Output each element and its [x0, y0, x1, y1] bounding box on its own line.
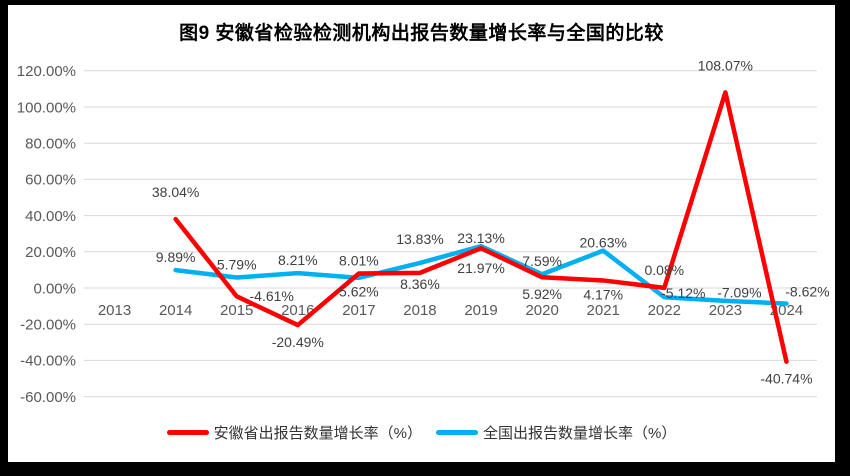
anhui-series-label: 安徽省出报告数量增长率（%） — [213, 425, 422, 442]
chart-legend: 安徽省出报告数量增长率（%） 全国出报告数量增长率（%） — [8, 422, 835, 443]
x-axis-category-label: 2015 — [220, 302, 253, 319]
x-axis-category-label: 2022 — [648, 302, 681, 319]
data-label: 5.79% — [217, 256, 257, 272]
y-axis-tick-label: -60.00% — [20, 389, 76, 406]
national-series-line-swatch — [436, 430, 478, 435]
data-label: 7.59% — [522, 253, 562, 269]
legend-item-national: 全国出报告数量增长率（%） — [436, 422, 676, 443]
data-label: 4.17% — [583, 286, 623, 302]
y-axis-tick-label: 20.00% — [25, 244, 76, 261]
data-label: 38.04% — [152, 184, 199, 200]
data-label: 0.08% — [644, 262, 684, 278]
x-axis-category-label: 2020 — [525, 302, 558, 319]
x-axis-category-label: 2016 — [281, 302, 314, 319]
data-label: 5.62% — [339, 284, 379, 300]
data-label: -7.09% — [717, 285, 761, 301]
x-axis-category-label: 2017 — [342, 302, 375, 319]
chart-canvas — [8, 5, 835, 462]
series-line — [173, 90, 789, 364]
y-axis-tick-label: 40.00% — [25, 208, 76, 225]
data-label: 5.92% — [522, 286, 562, 302]
anhui-series-line-swatch — [166, 430, 209, 435]
x-axis-category-label: 2023 — [709, 302, 742, 319]
y-axis-tick-label: 60.00% — [25, 172, 76, 189]
y-axis-tick-label: -40.00% — [20, 353, 76, 370]
data-label: -5.12% — [661, 285, 705, 301]
y-axis-tick-label: 0.00% — [33, 280, 76, 297]
data-label: 8.36% — [400, 276, 440, 292]
data-label: -4.61% — [250, 288, 294, 304]
y-axis-tick-label: -20.00% — [20, 316, 76, 333]
y-axis-tick-label: 80.00% — [25, 135, 76, 152]
data-label: 23.13% — [457, 230, 504, 246]
data-label: 8.21% — [278, 252, 318, 268]
national-series-label: 全国出报告数量增长率（%） — [483, 425, 677, 442]
x-axis-category-label: 2018 — [403, 302, 436, 319]
data-label: 8.01% — [339, 252, 379, 268]
legend-item-anhui: 安徽省出报告数量增长率（%） — [166, 422, 422, 443]
data-label: 108.07% — [698, 57, 753, 73]
x-axis-category-label: 2019 — [464, 302, 497, 319]
data-label: 13.83% — [396, 231, 443, 247]
y-axis-tick-label: 100.00% — [17, 99, 76, 116]
data-label: -40.74% — [760, 371, 812, 387]
data-label: 20.63% — [579, 235, 626, 251]
data-label: -20.49% — [272, 334, 324, 350]
x-axis-category-label: 2013 — [98, 302, 131, 319]
data-label: 9.89% — [156, 249, 196, 265]
y-axis-tick-label: 120.00% — [17, 63, 76, 80]
x-axis-category-label: 2021 — [587, 302, 620, 319]
data-label: -8.62% — [785, 284, 829, 300]
x-axis-category-label: 2024 — [770, 302, 803, 319]
x-axis-category-label: 2014 — [159, 302, 192, 319]
chart-title: 图9 安徽省检验检测机构出报告数量增长率与全国的比较 — [179, 23, 664, 44]
data-label: 21.97% — [457, 260, 504, 276]
